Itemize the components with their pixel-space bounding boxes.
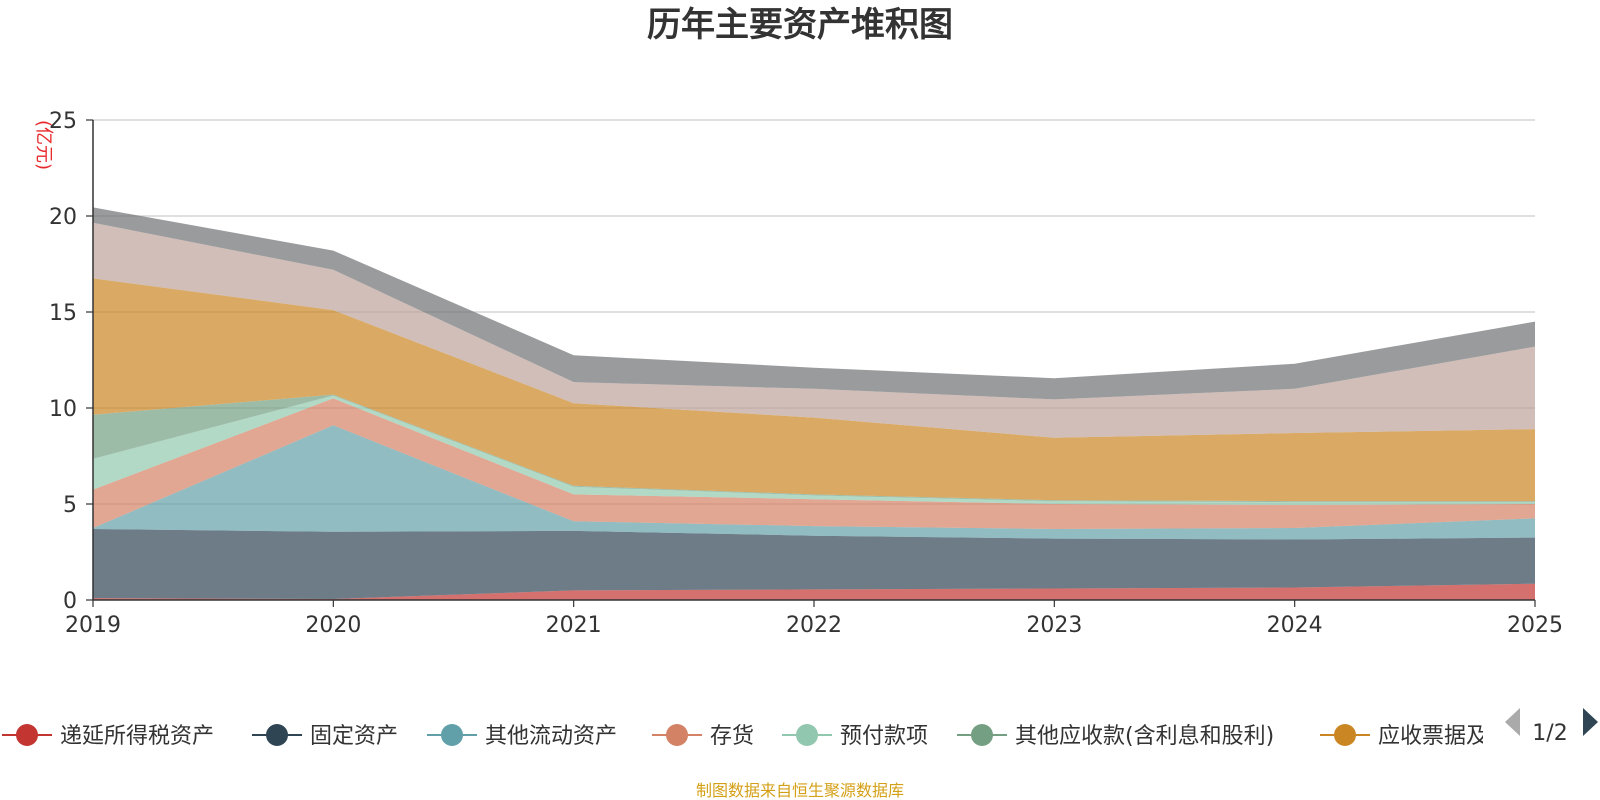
chart-title: 历年主要资产堆积图 xyxy=(647,5,953,45)
legend-prev-page-icon[interactable] xyxy=(1505,708,1520,736)
area-series-4 xyxy=(93,398,1535,529)
y-axis-unit-label: (亿元) xyxy=(33,120,54,170)
legend-marker-icon xyxy=(441,724,463,746)
legend-marker-icon xyxy=(971,724,993,746)
area-series-2 xyxy=(93,529,1535,599)
data-source-note: 制图数据来自恒生聚源数据库 xyxy=(696,781,904,800)
y-tick-label: 5 xyxy=(63,493,77,518)
area-series-6 xyxy=(93,394,1535,503)
y-tick-label: 15 xyxy=(49,301,77,326)
legend-item[interactable]: 应收票据及应收账款 xyxy=(1320,724,1576,749)
x-axis-ticks: 2019 2020 2021 2022 2023 2024 2025 xyxy=(65,600,1563,638)
area-series-3 xyxy=(93,425,1535,540)
legend-item[interactable]: 递延所得税资产 xyxy=(2,724,214,749)
legend-item[interactable]: 存货 xyxy=(652,724,754,749)
y-tick-label: 10 xyxy=(49,397,77,422)
y-tick-label: 20 xyxy=(49,205,77,230)
y-axis-ticks: 0 5 10 15 20 25 xyxy=(49,109,93,614)
legend-marker-icon xyxy=(266,724,288,746)
x-tick-label: 2021 xyxy=(546,613,602,638)
y-tick-label: 25 xyxy=(49,109,77,134)
legend-marker-icon xyxy=(666,724,688,746)
x-tick-label: 2025 xyxy=(1507,613,1563,638)
legend-marker-icon xyxy=(16,724,38,746)
x-tick-label: 2022 xyxy=(786,613,842,638)
x-tick-label: 2024 xyxy=(1267,613,1323,638)
legend-pager: 1/2 xyxy=(1505,708,1598,746)
legend-label: 其他流动资产 xyxy=(485,724,617,749)
legend-item[interactable]: 固定资产 xyxy=(252,724,398,749)
legend: 递延所得税资产 固定资产 其他流动资产 存货 预付款项 其他应收款(含利息和股利) 应收票据… xyxy=(2,724,1576,749)
legend-page-indicator: 1/2 xyxy=(1532,721,1567,746)
area-series-layer xyxy=(93,207,1535,600)
legend-item[interactable]: 预付款项 xyxy=(782,724,928,749)
x-tick-label: 2020 xyxy=(305,613,361,638)
legend-label: 预付款项 xyxy=(840,724,928,749)
legend-label: 存货 xyxy=(710,724,754,749)
area-series-8 xyxy=(93,222,1535,438)
y-tick-label: 0 xyxy=(63,589,77,614)
legend-label: 应收票据及应收账款 xyxy=(1378,724,1576,749)
area-series-1 xyxy=(93,583,1535,600)
x-tick-label: 2019 xyxy=(65,613,121,638)
legend-item[interactable]: 其他流动资产 xyxy=(427,724,617,749)
legend-label: 固定资产 xyxy=(310,724,398,749)
x-tick-label: 2023 xyxy=(1026,613,1082,638)
legend-item[interactable]: 其他应收款(含利息和股利) xyxy=(957,724,1274,749)
legend-label: 其他应收款(含利息和股利) xyxy=(1015,724,1274,749)
legend-next-page-icon[interactable] xyxy=(1583,708,1598,736)
area-series-7 xyxy=(93,278,1535,502)
legend-marker-icon xyxy=(796,724,818,746)
legend-marker-icon xyxy=(1334,724,1356,746)
legend-label: 递延所得税资产 xyxy=(60,724,214,749)
